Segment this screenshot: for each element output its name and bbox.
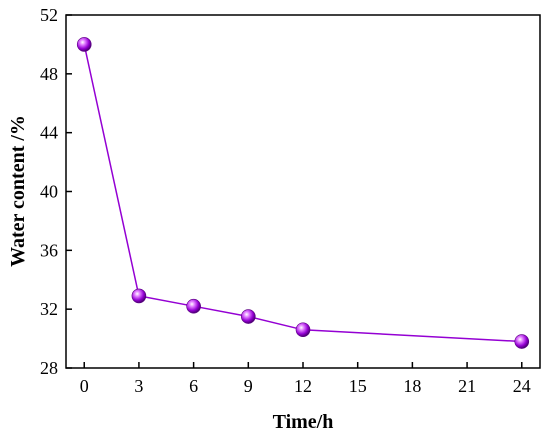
data-point xyxy=(241,309,256,324)
y-axis-title: Water content /% xyxy=(7,115,29,267)
y-tick-label: 48 xyxy=(40,64,58,84)
x-tick-label: 3 xyxy=(134,376,143,396)
x-tick-label: 21 xyxy=(458,376,476,396)
data-point xyxy=(131,288,147,304)
y-tick-label: 40 xyxy=(40,182,58,202)
data-point xyxy=(76,37,92,52)
x-tick-label: 6 xyxy=(189,376,198,396)
data-point xyxy=(295,322,311,338)
x-tick-label: 24 xyxy=(513,376,531,396)
y-tick-label: 44 xyxy=(40,123,58,143)
x-tick-label: 0 xyxy=(80,376,89,396)
y-tick-label: 52 xyxy=(40,5,58,25)
plot-frame xyxy=(65,14,541,369)
series-layer xyxy=(76,37,530,349)
data-point xyxy=(186,298,201,314)
x-tick-label: 18 xyxy=(403,376,421,396)
x-tick-label: 15 xyxy=(349,376,367,396)
y-tick-label: 32 xyxy=(40,299,58,319)
data-point xyxy=(514,334,530,349)
x-axis-title: Time/h xyxy=(273,411,334,433)
x-tick-label: 12 xyxy=(294,376,312,396)
y-axis: 28 32 36 40 44 48 52 xyxy=(40,5,72,378)
x-axis: 0 3 6 9 12 15 18 21 24 xyxy=(80,362,531,396)
y-tick-label: 36 xyxy=(40,240,58,260)
y-tick-label: 28 xyxy=(40,358,58,378)
x-tick-label: 9 xyxy=(244,376,253,396)
series-line xyxy=(83,44,522,343)
plot-area xyxy=(65,14,541,369)
